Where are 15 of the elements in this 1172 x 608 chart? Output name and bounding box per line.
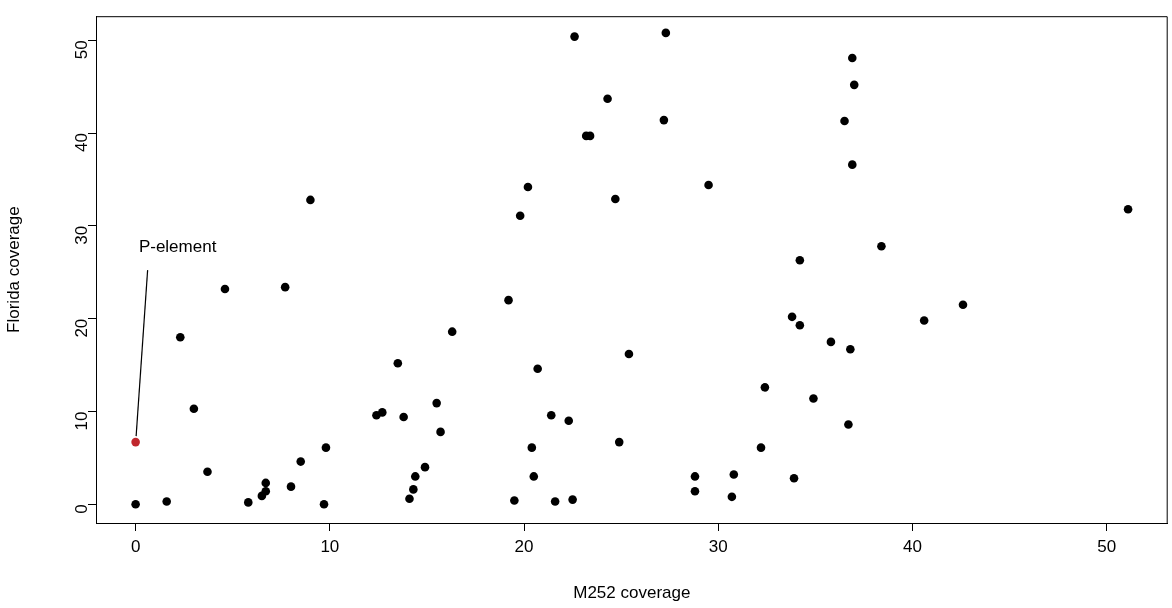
y-tick-label: 20: [71, 318, 91, 338]
y-tick-label: 10: [71, 411, 91, 431]
x-tick-label: 20: [514, 536, 534, 556]
y-tick-label: 30: [71, 225, 91, 245]
x-tick-label: 0: [130, 536, 141, 556]
x-axis-title: M252 coverage: [573, 583, 691, 603]
annotation: P-element: [138, 237, 217, 257]
x-tick-label: 40: [903, 536, 922, 556]
x-tick-label: 10: [320, 536, 340, 556]
y-tick-label: 0: [71, 504, 91, 514]
y-tick-label: 50: [71, 40, 91, 60]
x-tick-label: 50: [1097, 536, 1117, 556]
y-axis-title: Florida coverage: [3, 206, 23, 333]
x-tick-label: 30: [708, 536, 728, 556]
y-tick-label: 40: [71, 133, 91, 153]
